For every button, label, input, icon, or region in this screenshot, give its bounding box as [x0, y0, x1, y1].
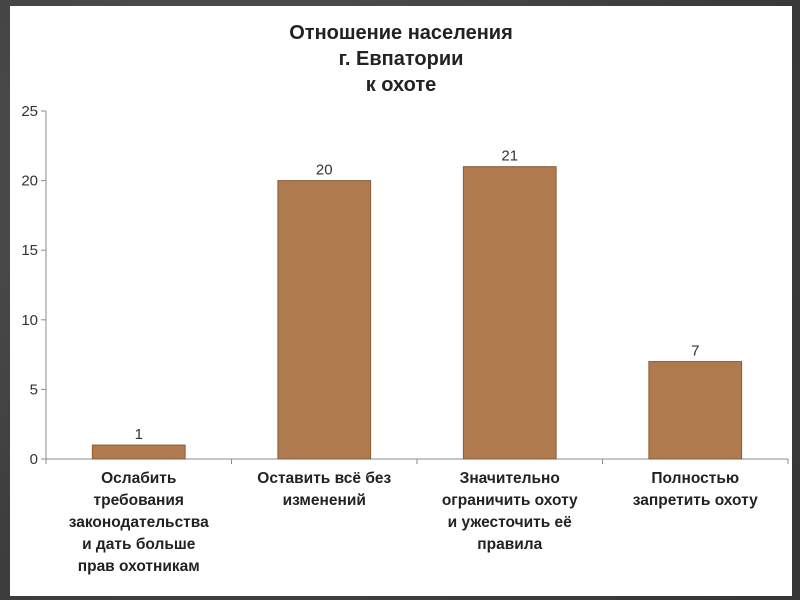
category-label-1: Оставить всё без изменений	[257, 470, 391, 509]
category-label-2-line-0: Значительно	[460, 470, 560, 487]
chart-title-line-3: к охоте	[365, 74, 437, 96]
bar-0	[91, 444, 186, 460]
category-label-0: Ослабить требования законодательства и дать…	[69, 470, 209, 575]
bar-3	[648, 361, 743, 460]
data-label-3: 7	[691, 343, 699, 360]
y-tick-label-2: 10	[21, 312, 38, 329]
y-tick-label-1: 5	[30, 381, 38, 398]
category-label-0-line-3: и дать больше	[82, 536, 196, 553]
bar-2	[462, 166, 557, 460]
bar-1	[277, 180, 372, 460]
category-label-0-line-1: требования	[94, 492, 184, 509]
y-tick-label-4: 20	[21, 173, 38, 190]
category-label-3-line-0: Полностью	[651, 470, 739, 487]
chart-title-line-2: г. Евпатории	[338, 48, 464, 70]
category-label-0-line-4: прав охотникам	[78, 558, 200, 575]
category-label-0-line-0: Ослабить	[101, 470, 176, 487]
bar-chart: 0 5 10 15 20 25 1 Ослабить требования законодател…	[21, 103, 789, 575]
category-label-2-line-1: ограничить охоту	[442, 492, 578, 509]
chart-card: Отношение населения г. Евпатории к охоте…	[10, 6, 792, 596]
category-label-0-line-2: законодательства	[69, 514, 209, 531]
category-label-2-line-3: правила	[477, 536, 542, 553]
data-label-1: 20	[316, 162, 333, 179]
category-label-3-line-1: запретить охоту	[633, 492, 758, 509]
chart-title-line-1: Отношение населения	[289, 22, 513, 44]
data-label-2: 21	[501, 148, 518, 165]
y-tick-label-3: 15	[21, 242, 38, 259]
category-label-2: Значительно ограничить охоту и ужесточить …	[442, 470, 578, 553]
chart-title: Отношение населения г. Евпатории к охоте	[10, 20, 792, 98]
category-label-2-line-2: и ужесточить её	[448, 514, 573, 531]
y-tick-label-0: 0	[30, 451, 38, 468]
category-label-3: Полностью запретить охоту	[633, 470, 758, 509]
y-tick-label-5: 25	[21, 103, 38, 120]
category-label-1-line-0: Оставить всё без	[257, 470, 391, 487]
data-label-0: 1	[135, 426, 143, 443]
category-label-1-line-1: изменений	[283, 492, 366, 509]
